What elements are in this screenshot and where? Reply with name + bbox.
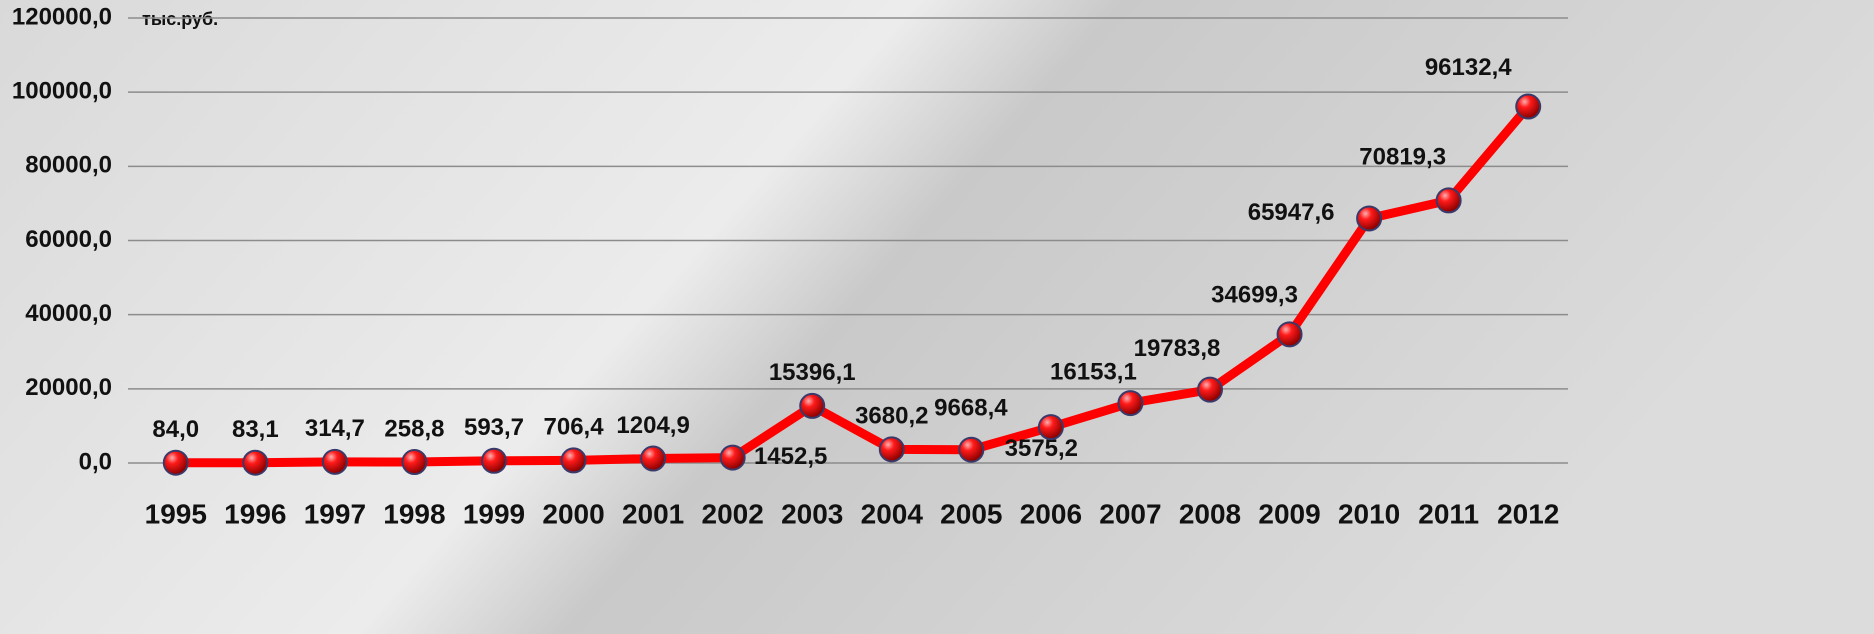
marker <box>321 448 348 475</box>
marker <box>878 436 905 463</box>
x-tick-label: 2004 <box>861 498 924 529</box>
data-label: 706,4 <box>544 414 605 441</box>
marker <box>560 447 587 474</box>
data-label: 1204,9 <box>616 412 689 439</box>
y-tick-label: 60000,0 <box>25 226 112 253</box>
marker <box>1515 93 1542 120</box>
x-tick-label: 1997 <box>304 498 366 529</box>
data-label: 9668,4 <box>934 394 1008 421</box>
data-label: 16153,1 <box>1050 358 1137 385</box>
marker <box>481 447 507 474</box>
x-tick-label: 1998 <box>383 498 445 529</box>
marker <box>719 444 746 471</box>
data-label: 83,1 <box>232 416 279 443</box>
y-tick-label: 20000,0 <box>25 374 112 401</box>
marker <box>162 449 189 476</box>
data-label: 593,7 <box>464 414 524 441</box>
x-tick-label: 1995 <box>145 498 207 529</box>
y-tick-label: 40000,0 <box>25 300 112 327</box>
marker <box>1356 205 1383 232</box>
y-tick-label: 100000,0 <box>12 78 112 105</box>
x-tick-label: 2009 <box>1258 498 1320 529</box>
x-tick-label: 1999 <box>463 498 525 529</box>
x-tick-label: 2010 <box>1338 498 1400 529</box>
x-tick-label: 2007 <box>1099 498 1161 529</box>
data-label: 314,7 <box>305 415 365 442</box>
marker <box>1197 376 1223 403</box>
y-tick-label: 120000,0 <box>12 3 112 30</box>
marker <box>640 445 667 472</box>
y-tick-label: 0,0 <box>79 448 112 475</box>
marker <box>1037 414 1064 441</box>
data-label: 15396,1 <box>769 359 856 386</box>
data-label: 3680,2 <box>855 403 928 430</box>
line <box>175 103 1532 468</box>
y-tick-label: 80000,0 <box>25 152 112 179</box>
marker <box>958 436 985 463</box>
marker <box>799 392 826 419</box>
x-tick-label: 2011 <box>1418 498 1479 529</box>
x-tick-label: 2000 <box>542 498 604 529</box>
x-tick-label: 2008 <box>1179 498 1241 529</box>
data-label: 84,0 <box>152 416 199 443</box>
marker <box>1117 390 1144 417</box>
data-label: 3575,2 <box>1005 435 1078 462</box>
data-label: 19783,8 <box>1134 335 1221 362</box>
marker <box>1435 187 1462 214</box>
x-tick-label: 1996 <box>224 498 286 529</box>
x-tick-label: 2012 <box>1497 498 1559 529</box>
marker <box>242 449 269 476</box>
marker <box>401 449 428 476</box>
x-tick-label: 2001 <box>622 498 684 529</box>
data-label: 1452,5 <box>754 443 827 470</box>
data-label: 70819,3 <box>1359 144 1446 171</box>
x-tick-label: 2006 <box>1020 498 1082 529</box>
data-label: 258,8 <box>384 415 444 442</box>
data-label: 96132,4 <box>1425 54 1512 81</box>
marker <box>1276 321 1303 348</box>
x-tick-label: 2002 <box>702 498 764 529</box>
data-label: 34699,3 <box>1211 282 1298 309</box>
x-tick-label: 2003 <box>781 498 843 529</box>
data-label: 65947,6 <box>1248 199 1335 226</box>
x-tick-label: 2005 <box>940 498 1002 529</box>
